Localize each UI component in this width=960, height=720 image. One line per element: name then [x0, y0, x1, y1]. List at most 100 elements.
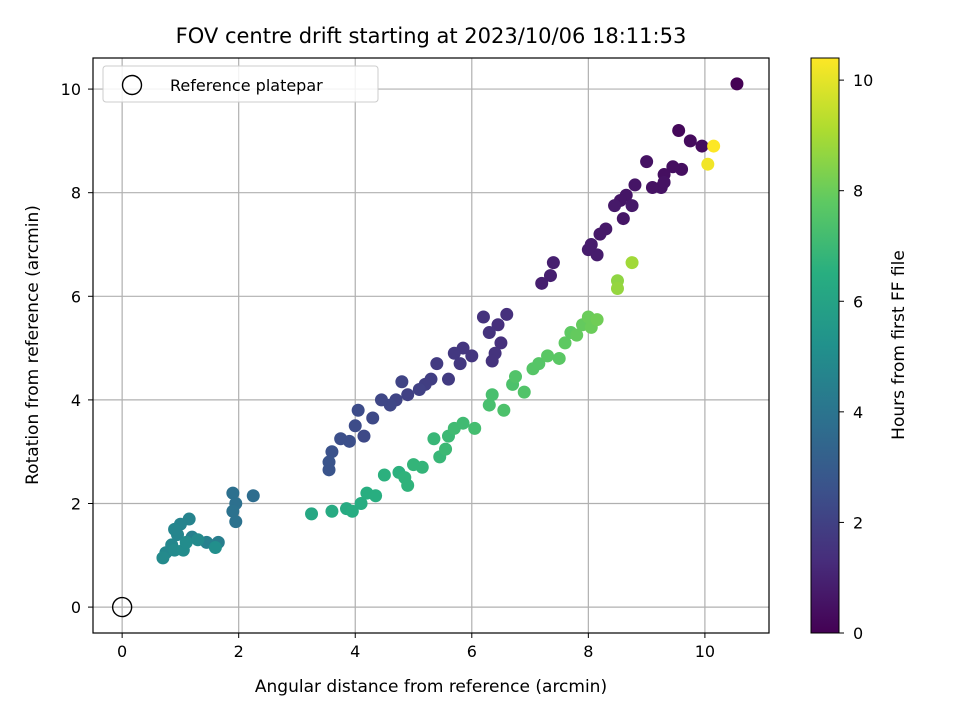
plot-frame	[92, 57, 770, 634]
x-axis-label: Angular distance from reference (arcmin)	[255, 677, 607, 697]
x-tick-label: 0	[117, 642, 127, 661]
data-point	[377, 468, 391, 482]
data-point	[581, 243, 595, 257]
data-point	[552, 351, 566, 365]
y-tick-label: 6	[71, 287, 81, 306]
data-point	[156, 551, 170, 565]
data-point	[497, 403, 511, 417]
data-point	[482, 398, 496, 412]
data-point	[482, 326, 496, 340]
data-point	[430, 357, 444, 371]
x-tick-label: 4	[350, 642, 360, 661]
data-point	[179, 535, 193, 549]
data-point	[351, 403, 365, 417]
data-point	[476, 310, 490, 324]
legend-entry-label: Reference platepar	[170, 76, 323, 95]
data-point	[695, 139, 709, 153]
data-point	[357, 429, 371, 443]
colorbar-label: Hours from first FF file	[889, 250, 909, 440]
data-point	[645, 181, 659, 195]
data-point	[532, 357, 546, 371]
data-point	[226, 486, 240, 500]
y-axis-label: Rotation from reference (arcmin)	[23, 205, 43, 485]
data-point	[535, 276, 549, 290]
data-point	[640, 155, 654, 169]
data-point	[453, 357, 467, 371]
data-point	[558, 336, 572, 350]
axis-ticks: 0 2 4 6 8 10 0 2 4 6 8 10	[61, 80, 715, 661]
data-point	[657, 175, 671, 189]
data-point	[168, 522, 182, 536]
data-point	[412, 383, 426, 397]
y-tick-label: 8	[71, 184, 81, 203]
colorbar-tick-label: 8	[853, 182, 863, 201]
legend: Reference platepar	[102, 65, 379, 103]
colorbar-tick-label: 0	[853, 624, 863, 643]
data-point	[208, 541, 222, 555]
data-point	[191, 533, 205, 547]
data-point	[666, 160, 680, 174]
data-point	[672, 124, 686, 138]
data-point	[456, 416, 470, 430]
grid	[93, 58, 769, 633]
data-point	[369, 489, 383, 503]
data-points	[111, 77, 744, 618]
colorbar-tick-label: 6	[853, 292, 863, 311]
y-tick-label: 0	[71, 598, 81, 617]
data-point	[465, 349, 479, 363]
data-point	[683, 134, 697, 148]
colorbar-tick-label: 4	[853, 403, 863, 422]
data-point	[366, 411, 380, 425]
data-point	[229, 515, 243, 529]
data-point	[707, 139, 721, 153]
data-point	[305, 507, 319, 521]
data-point	[610, 282, 624, 296]
data-point	[593, 227, 607, 241]
y-tick-label: 2	[71, 494, 81, 513]
data-point	[354, 496, 368, 510]
data-point	[485, 354, 499, 368]
data-point	[500, 307, 514, 321]
data-point	[608, 199, 622, 213]
data-point	[447, 346, 461, 360]
data-point	[625, 199, 639, 213]
legend-marker-icon	[121, 74, 143, 96]
data-point	[543, 269, 557, 283]
data-point	[415, 460, 429, 474]
data-point	[541, 349, 555, 363]
data-point	[322, 463, 336, 477]
data-point	[517, 385, 531, 399]
colorbar: 0 2 4 6 8 10 Hours from first FF file	[810, 57, 909, 643]
data-point	[546, 256, 560, 270]
data-point	[345, 504, 359, 518]
reference-point	[111, 596, 133, 618]
data-point	[427, 432, 441, 446]
colorbar-tick-label: 10	[853, 71, 873, 90]
data-point	[570, 328, 584, 342]
y-tick-label: 10	[61, 80, 81, 99]
data-point	[395, 375, 409, 389]
x-tick-label: 10	[695, 642, 715, 661]
data-point	[246, 489, 260, 503]
colorbar-tick-label: 2	[853, 513, 863, 532]
x-tick-label: 2	[234, 642, 244, 661]
data-point	[348, 419, 362, 433]
data-point	[226, 504, 240, 518]
data-point	[374, 393, 388, 407]
data-point	[625, 256, 639, 270]
data-point	[616, 212, 630, 226]
data-point	[485, 388, 499, 402]
x-tick-label: 8	[583, 642, 593, 661]
y-tick-label: 4	[71, 391, 81, 410]
data-point	[401, 388, 415, 402]
data-point	[441, 372, 455, 386]
data-point	[468, 421, 482, 435]
data-point	[491, 318, 505, 332]
data-point	[590, 313, 604, 327]
colorbar-ticks: 0 2 4 6 8 10	[839, 71, 873, 643]
x-tick-label: 6	[467, 642, 477, 661]
legend-box	[102, 65, 379, 103]
data-point	[325, 504, 339, 518]
data-point	[325, 445, 339, 459]
colorbar-gradient	[810, 57, 840, 634]
